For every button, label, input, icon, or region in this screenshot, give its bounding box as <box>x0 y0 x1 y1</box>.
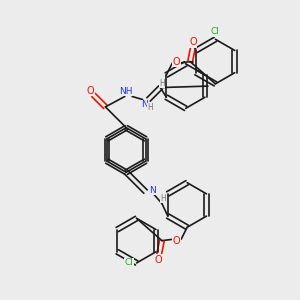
Text: H: H <box>160 194 166 203</box>
Text: O: O <box>87 85 94 96</box>
Text: O: O <box>189 37 197 47</box>
Text: H: H <box>159 79 165 88</box>
Text: N: N <box>141 100 147 109</box>
Text: NH: NH <box>119 87 133 96</box>
Text: H: H <box>147 103 153 112</box>
Text: O: O <box>173 236 181 246</box>
Text: O: O <box>173 57 181 67</box>
Text: Cl: Cl <box>125 258 134 267</box>
Text: O: O <box>154 255 162 265</box>
Text: N: N <box>150 186 156 195</box>
Text: Cl: Cl <box>211 27 220 36</box>
